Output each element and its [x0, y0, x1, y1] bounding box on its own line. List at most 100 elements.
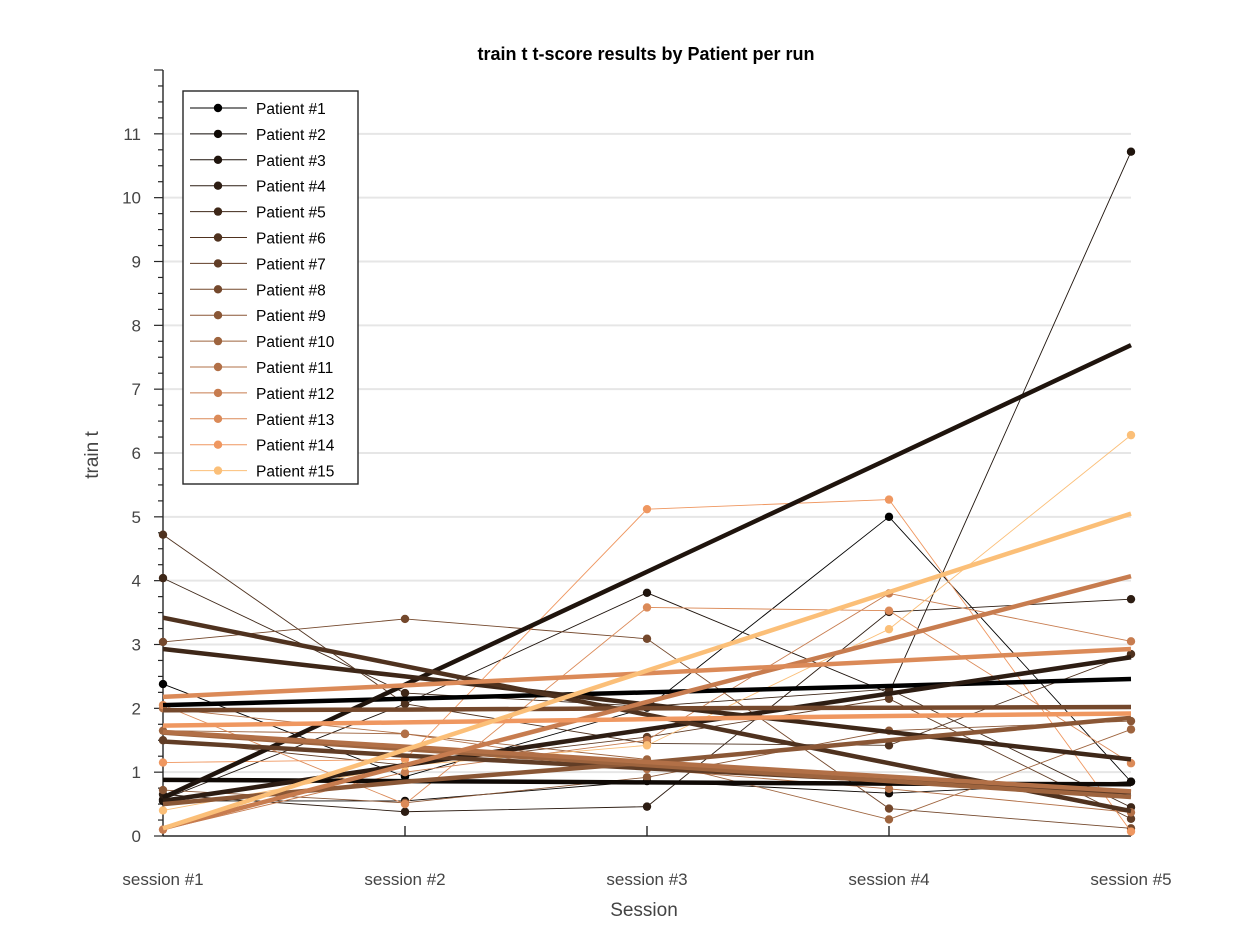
data-point: [642, 802, 652, 811]
data-point: [884, 784, 894, 793]
series-14: [158, 495, 1136, 836]
data-point: [158, 806, 168, 815]
y-tick-label: 3: [132, 636, 141, 655]
legend-item: Patient #8: [190, 282, 326, 299]
trend-line-13: [162, 646, 1132, 700]
legend-label: Patient #7: [256, 256, 326, 273]
data-point: [400, 614, 410, 624]
y-tick-label: 1: [132, 763, 141, 782]
data-point: [158, 573, 168, 583]
series-8: [158, 614, 1136, 833]
data-point: [400, 688, 410, 698]
legend-item: Patient #13: [190, 412, 334, 429]
x-tick-label: session #3: [606, 870, 687, 889]
legend-label: Patient #10: [256, 334, 335, 351]
legend-item: Patient #7: [190, 256, 326, 273]
axes: 0 1 2 3 4 5 6 7 8 9 10 11 session #1 session #2 sessio…: [122, 69, 1172, 889]
legend-item: Patient #15: [190, 464, 334, 481]
legend-item: Patient #1: [190, 101, 326, 118]
legend-marker: [213, 233, 223, 242]
data-point: [642, 504, 652, 514]
legend-label: Patient #8: [256, 282, 326, 299]
trend-line-5: [162, 646, 1132, 762]
legend-marker: [213, 466, 223, 475]
data-point: [158, 530, 168, 539]
y-tick-label: 6: [132, 444, 141, 463]
legend-item: Patient #4: [190, 179, 326, 196]
data-point: [400, 767, 410, 777]
legend-label: Patient #4: [256, 179, 326, 196]
y-tick-label: 11: [123, 125, 141, 144]
x-tick-label: session #1: [122, 870, 203, 889]
legend-marker: [213, 181, 223, 190]
data-point: [884, 741, 894, 750]
data-point: [400, 699, 410, 709]
y-tick-label: 7: [132, 380, 141, 399]
x-tick-label: session #2: [364, 870, 445, 889]
data-point: [884, 495, 894, 504]
data-point: [642, 773, 652, 782]
legend-item: Patient #14: [190, 438, 335, 455]
y-tick-label: 2: [132, 699, 141, 718]
trend-line-14: [162, 711, 1132, 728]
x-axis-label: Session: [610, 900, 678, 921]
legend-item: Patient #9: [190, 308, 326, 325]
data-point: [884, 815, 894, 824]
trend-line-11: [162, 729, 1132, 794]
data-point: [1126, 814, 1136, 823]
data-point: [1126, 594, 1136, 604]
legend-label: Patient #13: [256, 412, 334, 429]
data-point: [158, 785, 168, 795]
legend-marker: [213, 440, 223, 449]
legend-label: Patient #12: [256, 386, 334, 403]
data-point: [1126, 637, 1136, 646]
legend-marker: [213, 259, 223, 268]
data-point: [884, 624, 894, 634]
trend-layer: [162, 343, 1132, 831]
x-tick-label: session #4: [848, 870, 929, 889]
legend-label: Patient #9: [256, 308, 326, 325]
legend-item: Patient #10: [190, 334, 335, 351]
data-point: [642, 588, 652, 597]
data-point: [884, 512, 894, 522]
legend-label: Patient #1: [256, 101, 326, 118]
x-tick-label: session #5: [1090, 870, 1171, 889]
legend-label: Patient #11: [256, 360, 333, 377]
data-point: [884, 694, 894, 703]
legend-marker: [213, 311, 223, 320]
legend-label: Patient #3: [256, 153, 326, 170]
legend-marker: [213, 207, 223, 216]
y-tick-label: 10: [122, 189, 141, 208]
data-point: [884, 804, 894, 813]
y-tick-label: 8: [132, 316, 141, 335]
data-point: [400, 799, 410, 809]
legend-label: Patient #14: [256, 438, 335, 455]
chart-title: train t t-score results by Patient per r…: [477, 44, 814, 64]
legend-item: Patient #5: [190, 205, 326, 222]
legend-item: Patient #3: [190, 153, 326, 170]
trend-line-8: [162, 704, 1132, 713]
y-tick-label: 5: [132, 508, 141, 527]
legend-label: Patient #15: [256, 464, 334, 481]
y-axis-label: train t: [82, 431, 103, 479]
data-point: [1126, 430, 1136, 440]
data-point: [400, 807, 410, 816]
legend-marker: [213, 414, 223, 423]
legend-label: Patient #5: [256, 205, 326, 222]
data-point: [642, 741, 652, 750]
legend-item: Patient #2: [190, 127, 326, 144]
data-point: [1126, 827, 1136, 836]
legend-marker: [213, 336, 223, 346]
legend-item: Patient #12: [190, 386, 334, 403]
trend-line-12: [162, 574, 1132, 831]
data-point: [1126, 725, 1136, 734]
data-point: [1126, 147, 1136, 156]
y-tick-label: 4: [132, 572, 141, 591]
data-point: [158, 637, 168, 647]
legend-label: Patient #2: [256, 127, 326, 144]
legend-marker: [213, 103, 223, 113]
trend-line-15: [162, 511, 1132, 831]
data-point: [642, 603, 652, 612]
legend-label: Patient #6: [256, 231, 326, 248]
